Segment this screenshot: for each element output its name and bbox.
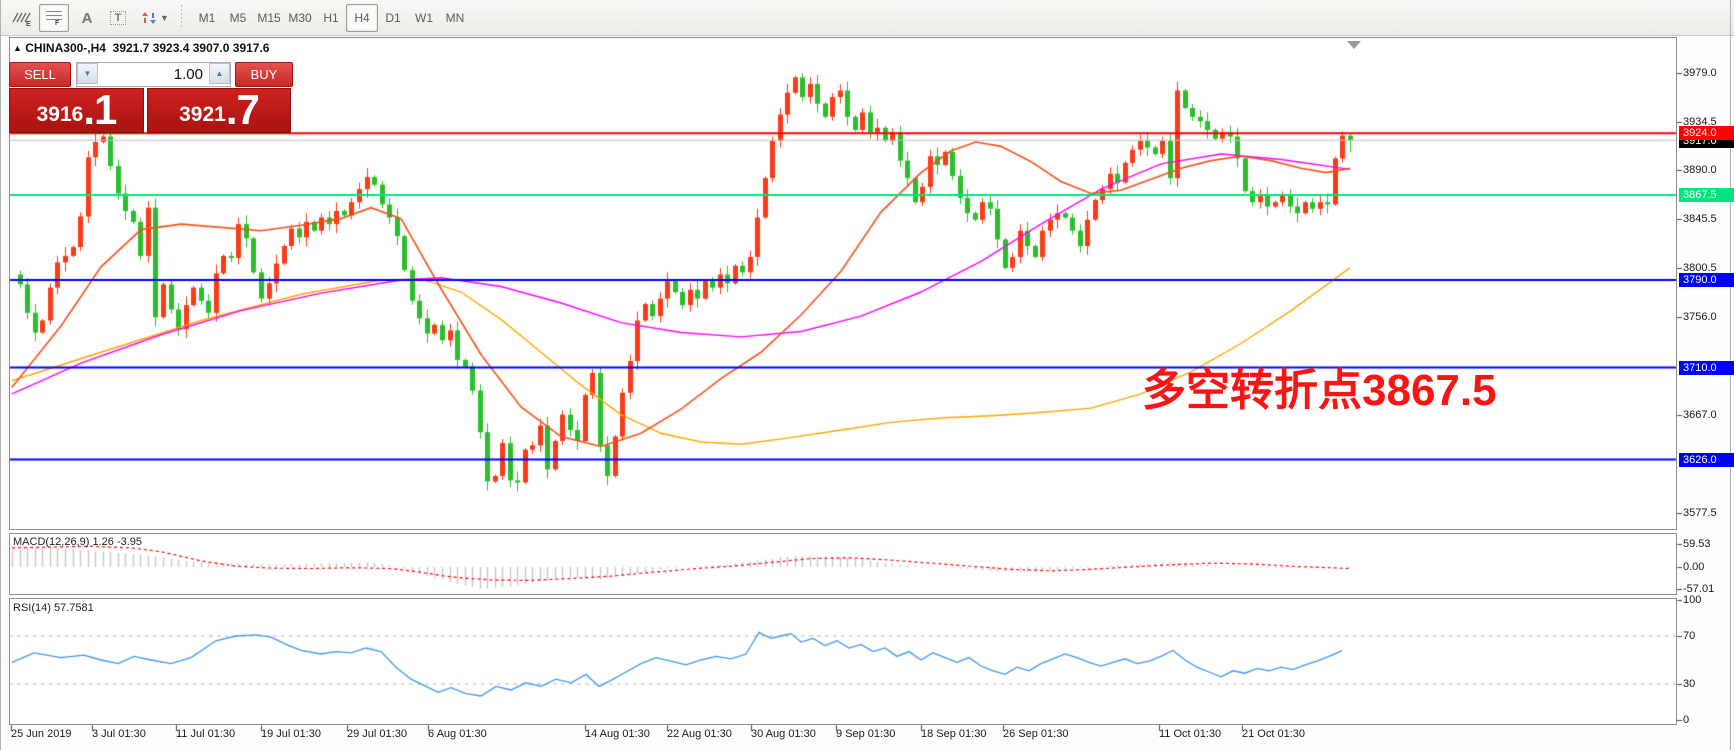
close-value: 3917.6 <box>232 41 270 55</box>
annotation-text: 多空转折点3867.5 <box>1142 366 1497 415</box>
macd-axis-tick: 0.00 <box>1683 561 1705 573</box>
rsi-label: RSI(14) 57.7581 <box>13 602 94 614</box>
high-value: 3923.4 <box>152 41 190 55</box>
buy-price-display[interactable]: 3921.7 <box>147 88 291 133</box>
y-axis-tick: 3890.0 <box>1683 164 1717 177</box>
price-badge: 3790.0 <box>1679 272 1734 287</box>
time-axis-label: 11 Oct 01:30 <box>1159 728 1222 740</box>
sell-price-fraction: .1 <box>83 86 117 133</box>
window-right-frame <box>1730 0 1731 750</box>
rsi-axis-tick: 30 <box>1683 678 1696 690</box>
up-triangle-icon: ▲ <box>13 43 22 53</box>
macd-signal-value: -3.95 <box>116 536 143 548</box>
time-axis-label: 30 Aug 01:30 <box>751 728 816 740</box>
sell-button[interactable]: SELL <box>9 62 71 87</box>
sell-price-display[interactable]: 3916.1 <box>9 88 144 133</box>
time-axis-label: 21 Oct 01:30 <box>1242 728 1305 740</box>
buy-price-fraction: .7 <box>225 86 260 133</box>
y-axis-tick: 3979.0 <box>1683 67 1717 79</box>
open-value: 3921.7 <box>112 41 150 55</box>
time-axis-label: 19 Jul 01:30 <box>261 728 321 740</box>
rsi-axis-tick: 0 <box>1683 714 1690 726</box>
time-axis-label: 18 Sep 01:30 <box>921 728 987 740</box>
time-axis-label: 3 Jul 01:30 <box>92 728 146 740</box>
buy-button[interactable]: BUY <box>235 62 293 87</box>
y-axis-tick: 3934.5 <box>1683 115 1717 128</box>
y-axis-tick: 3756.0 <box>1683 311 1717 324</box>
volume-stepper: ▼ ▲ <box>76 62 231 87</box>
y-axis-tick: 3800.5 <box>1683 262 1717 275</box>
macd-axis-tick: -57.01 <box>1683 582 1715 595</box>
macd-main-value: 1.26 <box>92 536 114 548</box>
volume-decrease-button[interactable]: ▼ <box>77 63 98 84</box>
time-axis-label: 25 Jun 2019 <box>11 728 72 740</box>
low-value: 3907.0 <box>192 41 230 55</box>
time-axis-label: 9 Sep 01:30 <box>836 728 896 740</box>
time-axis-label: 14 Aug 01:30 <box>585 728 650 740</box>
macd-axis-tick: 59.53 <box>1683 538 1711 551</box>
one-click-trading-panel: SELL ▼ ▲ BUY 3916.1 3921.7 <box>9 58 293 133</box>
price-badge: 3626.0 <box>1679 452 1734 467</box>
rsi-axis-tick: 70 <box>1683 630 1696 642</box>
price-badge: 3924.0 <box>1679 126 1734 141</box>
macd-label: MACD(12,26,9) 1.26 -3.95 <box>13 536 143 548</box>
time-axis-label: 29 Jul 01:30 <box>347 728 407 740</box>
quote-header: ▲ CHINA300-,H4 3921.7 3923.4 3907.0 3917… <box>13 41 269 55</box>
volume-increase-button[interactable]: ▲ <box>209 63 230 84</box>
symbol-label: CHINA300-,H4 <box>25 41 106 55</box>
price-badge: 3710.0 <box>1679 360 1734 375</box>
time-axis-label: 6 Aug 01:30 <box>428 728 487 740</box>
y-axis-tick: 3667.0 <box>1683 408 1717 421</box>
time-axis-label: 26 Sep 01:30 <box>1003 728 1069 740</box>
rsi-axis-tick: 100 <box>1683 594 1702 606</box>
chart-shift-marker-icon[interactable] <box>1347 41 1361 49</box>
time-axis-label: 11 Jul 01:30 <box>176 728 236 740</box>
price-badge: 3867.5 <box>1679 188 1734 203</box>
time-axis-label: 22 Aug 01:30 <box>667 728 732 740</box>
volume-input[interactable] <box>98 63 209 86</box>
y-axis-tick: 3577.5 <box>1683 506 1717 519</box>
buy-price-main: 3921 <box>179 103 226 126</box>
sell-price-main: 3916 <box>36 103 84 126</box>
y-axis-tick: 3845.5 <box>1683 213 1717 226</box>
rsi-value: 57.7581 <box>53 602 94 614</box>
